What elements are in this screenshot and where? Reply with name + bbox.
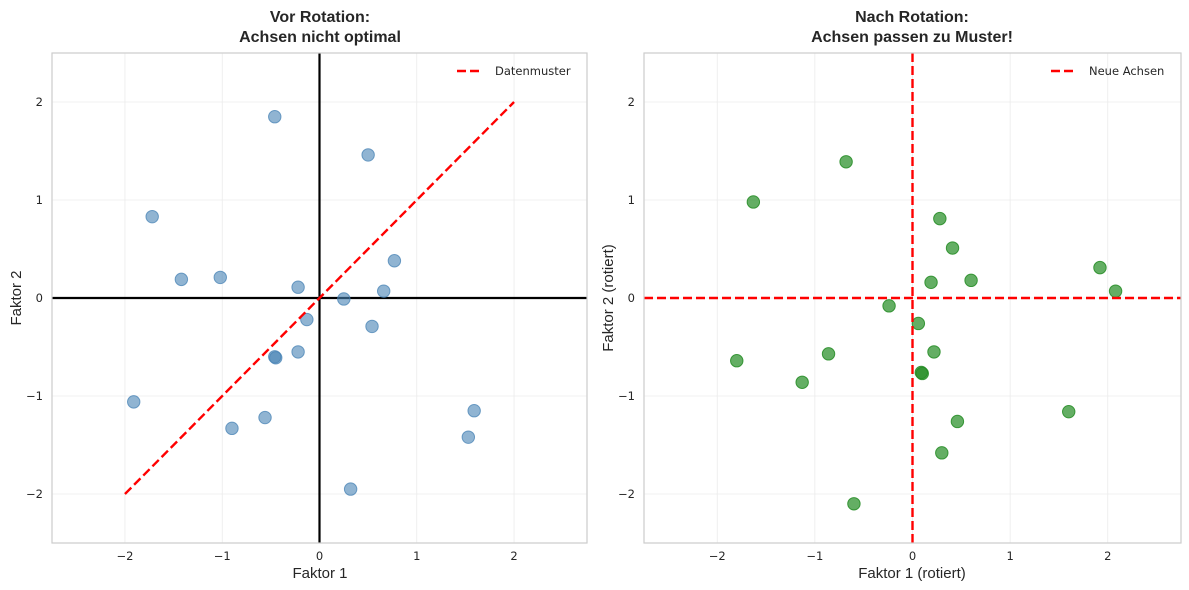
plot-area (52, 53, 587, 543)
y-tick-label: 2 (628, 95, 635, 109)
x-tick-label: −2 (709, 549, 726, 563)
x-tick-label: 2 (1104, 549, 1111, 563)
data-point (467, 404, 481, 418)
legend: Neue Achsen (1051, 64, 1164, 78)
data-point (927, 345, 941, 359)
data-point (730, 354, 744, 368)
x-tick-label: 1 (1006, 549, 1013, 563)
data-point (365, 319, 379, 334)
data-point (821, 347, 836, 361)
data-point (291, 345, 305, 359)
data-point (291, 280, 305, 294)
subplot-title-line-2: Achsen nicht optimal (239, 29, 401, 46)
y-tick-label: 0 (628, 291, 635, 305)
data-point (174, 272, 189, 287)
subplot-title-line-1: Vor Rotation: (270, 9, 370, 26)
data-point (935, 446, 949, 460)
y-tick-label: −2 (618, 487, 635, 501)
y-axis-label: Faktor 2 (8, 270, 25, 325)
data-point (1062, 404, 1076, 419)
y-axis-label: Faktor 2 (rotiert) (600, 244, 617, 352)
legend-label: Neue Achsen (1089, 64, 1164, 78)
pattern-line-dashed (124, 101, 515, 495)
data-point (343, 482, 358, 496)
data-point (1108, 284, 1123, 298)
data-point (377, 284, 391, 298)
data-point (145, 209, 159, 224)
subplot-after-rotation: Nach Rotation: Achsen passen zu Muster! … (600, 9, 1182, 582)
data-point (964, 273, 978, 288)
data-point (361, 148, 375, 162)
scatter-points (730, 155, 1123, 511)
scatter-points (127, 110, 481, 496)
data-point (950, 414, 965, 429)
data-point (746, 195, 761, 209)
x-tick-label: 2 (510, 549, 517, 563)
y-tick-label: −1 (26, 389, 43, 403)
legend: Datenmuster (457, 64, 571, 78)
data-point (839, 155, 853, 169)
data-point (337, 292, 351, 306)
data-point (795, 375, 809, 389)
data-point (945, 241, 960, 255)
x-tick-label: 1 (413, 549, 420, 563)
plot-area (644, 53, 1181, 543)
data-point (882, 299, 896, 313)
data-point (269, 351, 283, 365)
data-point (258, 410, 272, 425)
subplot-before-rotation: Vor Rotation: Achsen nicht optimal Fakto… (8, 9, 588, 582)
y-tick-label: 0 (36, 291, 43, 305)
data-point (1093, 260, 1107, 275)
plot-frame (51, 52, 588, 544)
subplot-title-line-1: Nach Rotation: (855, 9, 969, 26)
data-point (915, 366, 929, 381)
x-tick-label: 0 (909, 549, 916, 563)
data-point (268, 110, 282, 124)
y-tick-label: 1 (36, 193, 43, 207)
data-point (300, 312, 314, 327)
data-point (213, 270, 227, 285)
y-tick-label: −2 (26, 487, 43, 501)
plot-frame (643, 52, 1182, 544)
x-axis-label: Faktor 1 (rotiert) (858, 565, 966, 582)
x-axis-label: Faktor 1 (292, 565, 347, 582)
y-tick-label: 1 (628, 193, 635, 207)
data-point (127, 395, 141, 409)
legend-label: Datenmuster (495, 64, 571, 78)
data-point (924, 275, 938, 290)
x-tick-label: −2 (116, 549, 133, 563)
x-tick-label: −1 (214, 549, 231, 563)
data-point (461, 430, 476, 444)
subplot-title-line-2: Achsen passen zu Muster! (811, 29, 1013, 46)
x-tick-label: 0 (316, 549, 323, 563)
data-point (933, 211, 947, 226)
data-point (847, 497, 861, 511)
data-point (911, 316, 926, 331)
data-point (387, 254, 402, 268)
y-tick-label: 2 (36, 95, 43, 109)
y-tick-label: −1 (618, 389, 635, 403)
x-tick-label: −1 (806, 549, 823, 563)
data-point (225, 421, 239, 436)
